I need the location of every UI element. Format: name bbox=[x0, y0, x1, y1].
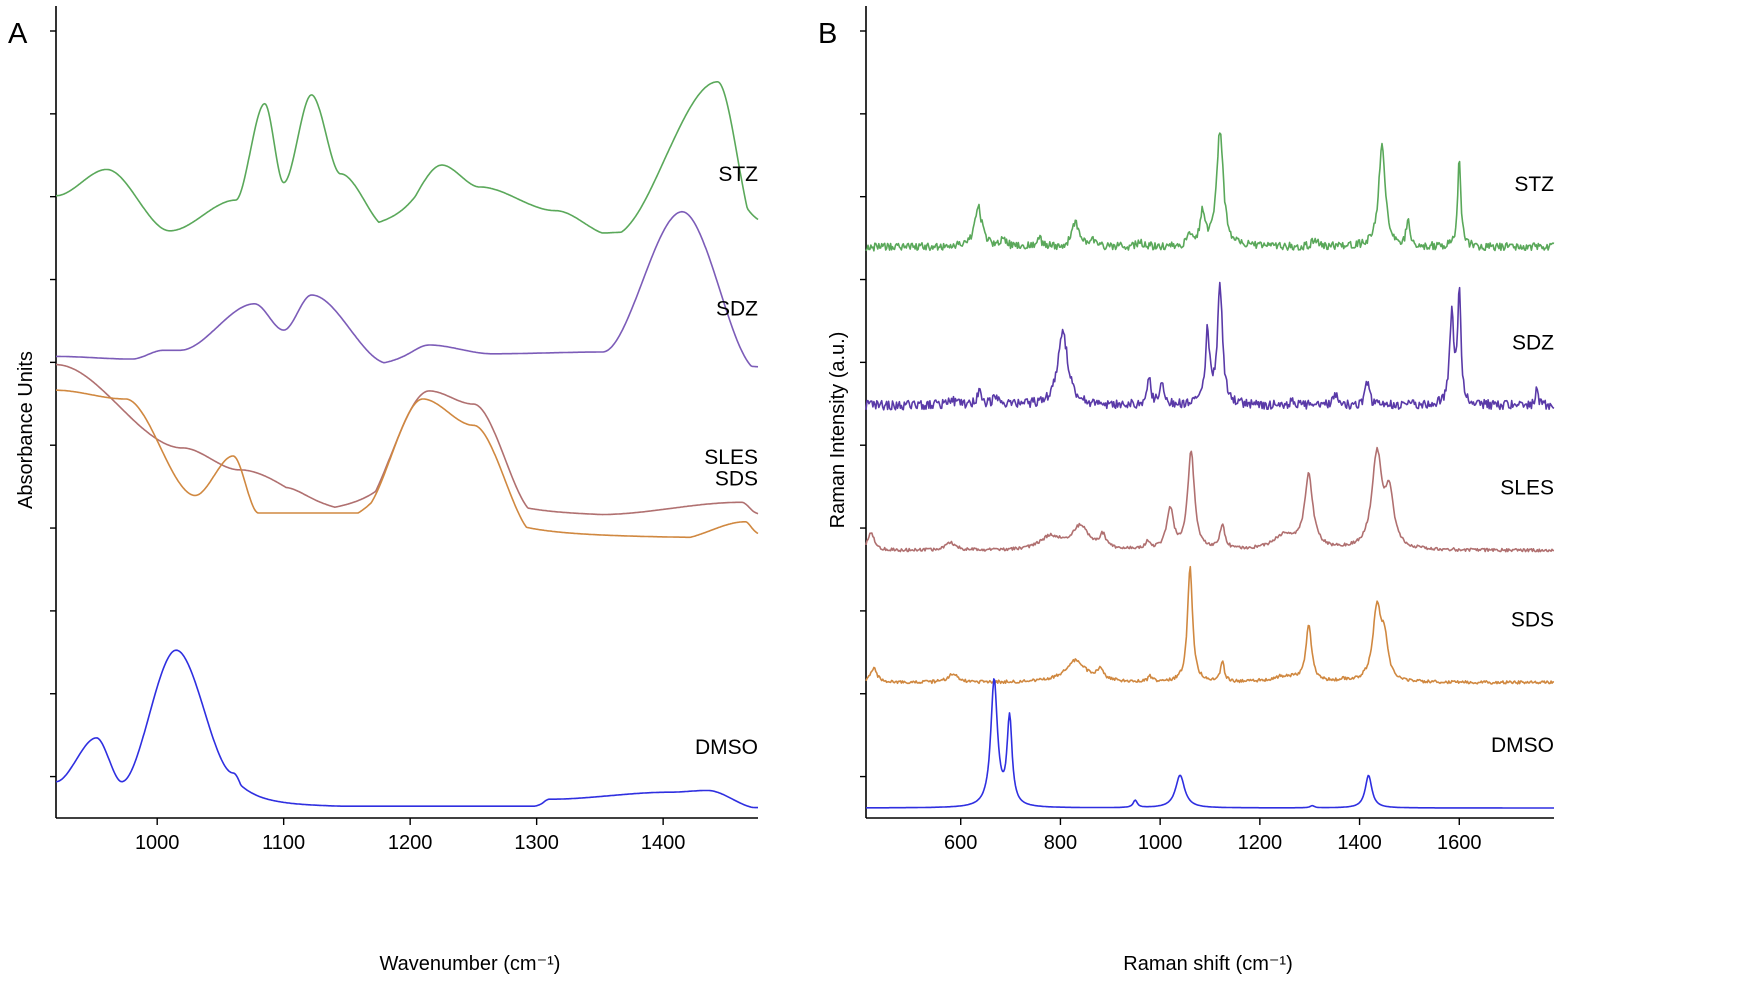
panel-a: A Absorbance Units Wavenumber (cm⁻¹) 100… bbox=[8, 6, 759, 975]
x-tick-label: 1000 bbox=[135, 832, 180, 854]
series-label-sds: SDS bbox=[1511, 609, 1554, 632]
series-line-dmso bbox=[866, 678, 1554, 809]
series-label-dmso: DMSO bbox=[1491, 734, 1554, 757]
series-label-dmso: DMSO bbox=[695, 736, 758, 759]
series-label-stz: STZ bbox=[1514, 173, 1554, 196]
x-tick-label: 1000 bbox=[1138, 832, 1183, 854]
series-line-sds bbox=[865, 565, 1555, 685]
series-line-stz bbox=[55, 81, 759, 234]
panel-b: B Raman Intensity (a.u.) Raman shift (cm… bbox=[818, 6, 1555, 975]
plot-area-b: 600 800 1000 1200 1400 1600 STZ SDZ SLES SDS DMSO bbox=[860, 6, 1555, 854]
x-tick-label: 1400 bbox=[1337, 832, 1382, 854]
x-axis-label-b: Raman shift (cm⁻¹) bbox=[1123, 953, 1292, 975]
series-line-sles bbox=[56, 363, 759, 516]
series-label-sds: SDS bbox=[715, 467, 758, 490]
x-tick-label: 1200 bbox=[1238, 832, 1283, 854]
x-tick-label: 1100 bbox=[262, 832, 305, 854]
series-label-sdz: SDZ bbox=[716, 298, 758, 321]
x-axis-label-a: Wavenumber (cm⁻¹) bbox=[380, 953, 561, 975]
series-line-stz bbox=[865, 132, 1555, 252]
series-line-sds bbox=[56, 389, 759, 539]
x-tick-label: 800 bbox=[1044, 832, 1077, 854]
series-label-sdz: SDZ bbox=[1512, 331, 1554, 354]
series-line-dmso bbox=[55, 649, 758, 809]
x-tick-label: 600 bbox=[944, 832, 977, 854]
y-axis-label-b: Raman Intensity (a.u.) bbox=[827, 332, 849, 529]
series-label-sles: SLES bbox=[704, 446, 758, 469]
x-tick-label: 1400 bbox=[641, 832, 686, 854]
x-tick-label: 1300 bbox=[514, 832, 559, 854]
series-label-stz: STZ bbox=[718, 163, 758, 186]
y-axis-label-a: Absorbance Units bbox=[15, 351, 37, 509]
panel-label-b: B bbox=[818, 18, 837, 50]
series-line-sdz bbox=[865, 281, 1555, 411]
x-tick-label: 1200 bbox=[388, 832, 433, 854]
series-label-sles: SLES bbox=[1500, 477, 1554, 500]
series-line-sdz bbox=[56, 210, 759, 368]
series-line-sles bbox=[865, 446, 1555, 553]
panel-label-a: A bbox=[8, 18, 28, 50]
x-tick-label: 1600 bbox=[1437, 832, 1482, 854]
